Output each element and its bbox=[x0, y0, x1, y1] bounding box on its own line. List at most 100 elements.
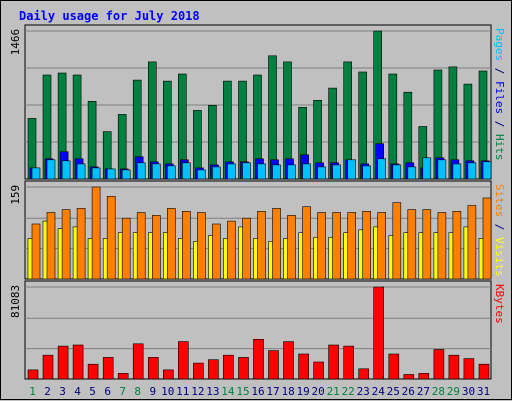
bar-kbytes-day-21 bbox=[328, 344, 339, 380]
day-label: 19 bbox=[296, 385, 309, 398]
bar-sites-day-19 bbox=[302, 206, 311, 280]
day-label: 25 bbox=[387, 385, 400, 398]
bar-sites-day-7 bbox=[121, 217, 131, 280]
series-legend-label: Pages / Files / Hits bbox=[493, 28, 506, 161]
day-label: 1 bbox=[29, 385, 36, 398]
bar-pages-day-18 bbox=[287, 164, 296, 180]
bar-kbytes-day-20 bbox=[313, 361, 324, 380]
series-legend-label: KBytes bbox=[493, 284, 506, 324]
bar-sites-day-28 bbox=[437, 212, 447, 280]
day-label: 18 bbox=[281, 385, 294, 398]
bar-pages-day-6 bbox=[106, 168, 116, 180]
bar-hits-day-25 bbox=[388, 73, 398, 180]
day-label: 23 bbox=[357, 385, 370, 398]
bar-pages-day-8 bbox=[136, 162, 146, 180]
bar-sites-day-2 bbox=[46, 212, 56, 280]
bar-pages-day-16 bbox=[257, 163, 266, 180]
bar-sites-day-11 bbox=[182, 211, 191, 280]
bar-hits-day-9 bbox=[148, 61, 157, 180]
bar-sites-day-17 bbox=[272, 208, 281, 280]
bar-pages-day-19 bbox=[302, 163, 311, 180]
bar-kbytes-day-1 bbox=[27, 369, 39, 380]
bar-pages-day-4 bbox=[76, 163, 86, 180]
day-label: 17 bbox=[266, 385, 279, 398]
bar-kbytes-day-23 bbox=[358, 368, 370, 380]
y-max-label: 1466 bbox=[9, 29, 22, 56]
day-label: 3 bbox=[59, 385, 66, 398]
bar-pages-day-26 bbox=[407, 166, 417, 180]
bar-sites-day-27 bbox=[422, 209, 432, 280]
bar-kbytes-day-31 bbox=[478, 363, 490, 380]
x-axis-day-labels: 1 2 3 4 5 6 7 8 9 10 11 12 13 14 15 16 17 18 19 20 21 22 23 24 2… bbox=[29, 385, 490, 398]
bar-sites-day-31 bbox=[482, 197, 492, 280]
bar-kbytes-day-4 bbox=[72, 344, 84, 380]
y-max-label: 159 bbox=[9, 185, 22, 205]
bar-pages-day-12 bbox=[197, 169, 206, 180]
bar-sites-day-3 bbox=[61, 209, 71, 280]
bar-pages-day-24 bbox=[377, 158, 387, 180]
bar-kbytes-day-19 bbox=[298, 353, 309, 380]
bar-pages-day-20 bbox=[317, 166, 326, 180]
day-label: 26 bbox=[402, 385, 415, 398]
bar-sites-day-14 bbox=[227, 220, 236, 280]
bar-kbytes-day-13 bbox=[208, 359, 219, 380]
legend-part: Hits bbox=[493, 134, 506, 161]
bar-sites-day-12 bbox=[197, 212, 206, 280]
day-label: 29 bbox=[447, 385, 460, 398]
bar-kbytes-day-24 bbox=[373, 286, 385, 380]
panel-kbytes: 81083 KBytes bbox=[9, 280, 506, 380]
bar-kbytes-day-16 bbox=[253, 338, 264, 380]
bar-kbytes-day-17 bbox=[268, 350, 279, 380]
day-label: 9 bbox=[149, 385, 156, 398]
bar-sites-day-6 bbox=[106, 196, 116, 280]
chart-panels: 1466 Pages / Files / Hits 159 Sites / Visit… bbox=[9, 24, 506, 380]
day-label: 8 bbox=[134, 385, 141, 398]
bar-sites-day-4 bbox=[76, 208, 86, 280]
bar-sites-day-29 bbox=[452, 211, 462, 280]
bar-sites-day-1 bbox=[31, 223, 41, 280]
bar-kbytes-day-28 bbox=[433, 349, 445, 380]
bar-kbytes-day-14 bbox=[223, 354, 234, 380]
bar-kbytes-day-22 bbox=[343, 345, 355, 380]
day-label: 24 bbox=[372, 385, 386, 398]
bar-pages-day-28 bbox=[437, 159, 447, 180]
day-label: 28 bbox=[432, 385, 445, 398]
bar-kbytes-day-9 bbox=[148, 357, 159, 380]
panel-pages-files-hits: 1466 Pages / Files / Hits bbox=[9, 24, 506, 180]
day-label: 11 bbox=[176, 385, 189, 398]
day-label: 14 bbox=[221, 385, 235, 398]
bar-kbytes-day-12 bbox=[193, 362, 204, 380]
bar-kbytes-day-27 bbox=[418, 372, 430, 380]
bar-sites-day-13 bbox=[212, 223, 221, 280]
series-legend-label: Sites / Visits bbox=[493, 184, 506, 277]
legend-part: / bbox=[493, 217, 506, 237]
legend-part: Visits bbox=[493, 237, 506, 277]
legend-part: KBytes bbox=[493, 284, 506, 324]
bar-sites-day-8 bbox=[136, 212, 146, 280]
bar-pages-day-22 bbox=[347, 159, 357, 180]
bar-kbytes-day-15 bbox=[238, 357, 249, 380]
bar-kbytes-day-30 bbox=[463, 358, 475, 380]
day-label: 2 bbox=[44, 385, 51, 398]
day-label: 27 bbox=[417, 385, 430, 398]
bar-hits-day-23 bbox=[358, 71, 368, 180]
bar-pages-day-27 bbox=[422, 157, 432, 180]
bar-sites-day-24 bbox=[377, 212, 387, 280]
bar-pages-day-15 bbox=[242, 162, 251, 180]
bar-pages-day-10 bbox=[167, 165, 176, 180]
bar-sites-day-5 bbox=[91, 186, 101, 280]
bar-pages-day-9 bbox=[152, 163, 161, 180]
day-label: 5 bbox=[89, 385, 96, 398]
day-label: 30 bbox=[462, 385, 475, 398]
bar-kbytes-day-18 bbox=[283, 341, 294, 380]
day-label: 6 bbox=[104, 385, 111, 398]
day-label: 15 bbox=[236, 385, 249, 398]
chart-title: Daily usage for July 2018 bbox=[19, 9, 200, 23]
bar-pages-day-3 bbox=[61, 160, 71, 180]
bar-kbytes-day-7 bbox=[117, 372, 129, 380]
bar-pages-day-13 bbox=[212, 166, 221, 180]
day-label: 22 bbox=[342, 385, 355, 398]
day-label: 31 bbox=[477, 385, 490, 398]
bar-pages-day-2 bbox=[46, 159, 56, 180]
